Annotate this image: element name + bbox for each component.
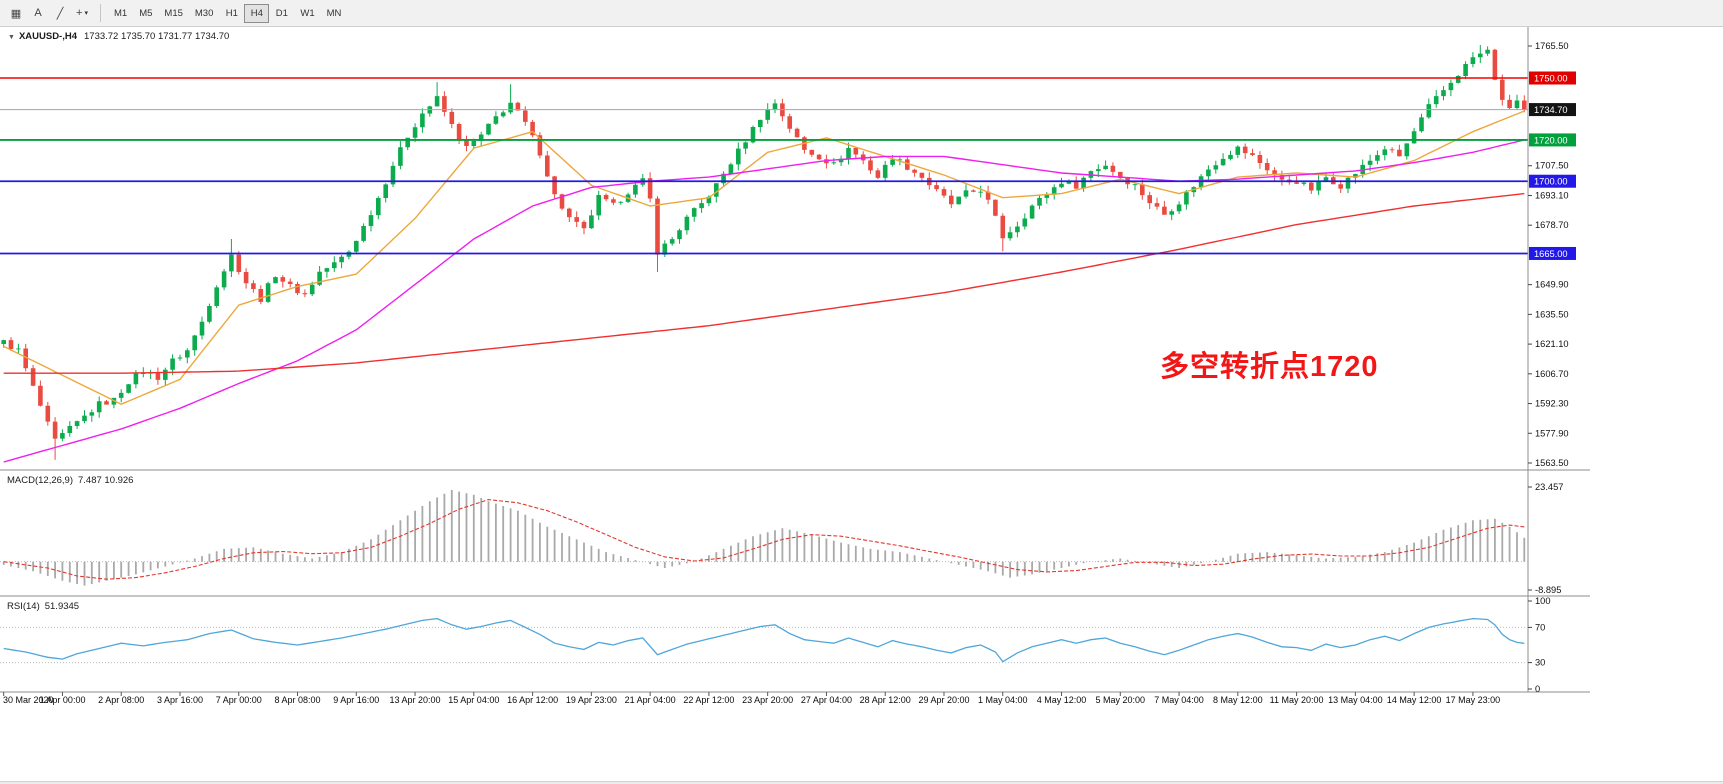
ma-fast-line[interactable] <box>3 110 1525 405</box>
time-label: 28 Apr 12:00 <box>859 695 911 705</box>
timeframe-button-group: M1 M5 M15 M30 H1 H4 D1 W1 MN <box>108 3 347 23</box>
time-label: 13 May 04:00 <box>1328 695 1383 705</box>
rsi-tick-label: 0 <box>1535 684 1540 694</box>
macd-values: 7.487 10.926 <box>78 475 134 486</box>
time-label: 22 Apr 12:00 <box>683 695 735 705</box>
price-badge-label: 1665.00 <box>1534 249 1568 259</box>
time-label: 7 May 04:00 <box>1154 695 1204 705</box>
price-tick-label: 1606.70 <box>1535 369 1569 379</box>
timeframe-button-h1[interactable]: H1 <box>225 7 238 19</box>
price-tick-label: 1678.70 <box>1535 220 1569 230</box>
chart-window-icon-glyph: ▦ <box>10 7 22 20</box>
timeframe-button-m1[interactable]: M1 <box>114 7 128 19</box>
time-label: 11 May 20:00 <box>1269 695 1324 705</box>
price-tick-label: 1577.90 <box>1535 428 1569 438</box>
symbol-timeframe-text: XAUUSD-,H4 <box>18 31 77 42</box>
price-badge-1750.00 <box>1529 71 1576 85</box>
price-tick-label: 1635.50 <box>1535 309 1569 319</box>
price-tick-label: 1649.90 <box>1535 280 1569 290</box>
price-tick-label: 1563.50 <box>1535 458 1569 468</box>
price-badge-1734.70 <box>1529 103 1576 117</box>
price-tick-label: 1592.30 <box>1535 399 1569 409</box>
macd-tick-label: 23.457 <box>1535 482 1563 492</box>
crosshair-tool-icon[interactable]: + ▾ <box>71 3 93 23</box>
time-label: 14 May 12:00 <box>1386 695 1442 705</box>
time-label: 9 Apr 16:00 <box>333 695 380 705</box>
price-badge-1665.00 <box>1529 246 1576 260</box>
timeframe-button-w1[interactable]: W1 <box>300 7 315 19</box>
macd-label: MACD(12,26,9) 7.487 10.926 <box>7 475 133 486</box>
rsi-value: 51.9345 <box>44 601 80 612</box>
ohlc-values: 1733.72 1735.70 1731.77 1734.70 <box>84 31 230 42</box>
price-badge-1700.00 <box>1529 174 1576 188</box>
time-axis[interactable]: 30 Mar 2020 1 Apr 00:00 2 Apr 08:00 3 Apr 1… <box>0 695 1590 710</box>
time-label: 1 Apr 00:00 <box>39 695 86 705</box>
rsi-tick-label: 30 <box>1535 658 1545 668</box>
rsi-label: RSI(14) 51.9345 <box>7 601 79 612</box>
time-label: 27 Apr 04:00 <box>800 695 852 705</box>
window-bottom-edge <box>0 781 1723 784</box>
time-label: 2 Apr 08:00 <box>98 695 145 705</box>
time-label: 5 May 20:00 <box>1095 695 1146 705</box>
chart-window-icon[interactable]: ▦ <box>5 3 27 23</box>
rsi-tick-label: 70 <box>1535 622 1545 632</box>
macd-histogram <box>2 490 1526 586</box>
toolbar-separator <box>100 4 101 22</box>
toolbar: ▦ A ╱ + ▾ M1 M5 M15 M30 H1 H4 D1 W1 MN <box>0 0 1723 27</box>
timeframe-button-d1[interactable]: D1 <box>275 7 288 19</box>
time-label: 23 Apr 20:00 <box>742 695 794 705</box>
rsi-tick-label: 100 <box>1535 596 1551 606</box>
time-label: 13 Apr 20:00 <box>389 695 441 705</box>
time-label: 30 Mar 2020 <box>3 695 54 705</box>
text-label-icon-glyph: A <box>34 7 42 19</box>
time-label: 29 Apr 20:00 <box>918 695 970 705</box>
toolbar-icon-group: ▦ A ╱ + ▾ <box>5 3 93 23</box>
price-tick-label: 1621.10 <box>1535 339 1569 349</box>
timeframe-button-mn[interactable]: MN <box>326 7 342 19</box>
macd-name: MACD(12,26,9) <box>7 475 73 486</box>
crosshair-tool-icon-glyph: + <box>76 7 83 19</box>
time-label: 21 Apr 04:00 <box>624 695 676 705</box>
time-label: 16 Apr 12:00 <box>507 695 559 705</box>
trendline-tool-icon-glyph: ╱ <box>56 7 64 20</box>
rsi-line <box>3 617 1525 663</box>
chart-annotation[interactable]: 多空转折点1720 <box>1160 351 1379 383</box>
ma-medium-line[interactable] <box>3 139 1525 463</box>
time-label: 17 May 23:00 <box>1445 695 1501 705</box>
time-label: 15 Apr 04:00 <box>448 695 500 705</box>
chevron-down-icon[interactable]: ▼ <box>8 34 15 41</box>
time-label: 8 Apr 08:00 <box>274 695 321 705</box>
price-tick-label: 1765.50 <box>1535 41 1569 51</box>
timeframe-button-h4[interactable]: H4 <box>244 3 270 23</box>
time-label: 3 Apr 16:00 <box>156 695 203 705</box>
time-label: 1 May 04:00 <box>977 695 1028 705</box>
rsi-name: RSI(14) <box>7 601 40 612</box>
trendline-tool-icon[interactable]: ╱ <box>49 3 71 23</box>
down-candle-bodies <box>8 49 1527 439</box>
text-label-icon[interactable]: A <box>27 3 49 23</box>
price-badge-label: 1734.70 <box>1534 105 1568 115</box>
macd-tick-label: -8.895 <box>1535 585 1561 595</box>
price-badge-label: 1750.00 <box>1534 73 1568 83</box>
macd-signal-line <box>3 499 1525 580</box>
chevron-down-icon: ▾ <box>84 10 88 17</box>
timeframe-button-m15[interactable]: M15 <box>164 7 183 19</box>
timeframe-button-m30[interactable]: M30 <box>194 7 214 19</box>
time-label: 19 Apr 23:00 <box>565 695 617 705</box>
time-label: 4 May 12:00 <box>1036 695 1087 705</box>
time-label: 8 May 12:00 <box>1213 695 1263 705</box>
chart-symbol-label: ▼ XAUUSD-,H4 1733.72 1735.70 1731.77 1734.… <box>8 31 229 42</box>
chart-canvas[interactable]: 1765.50 1707.50 1693.10 1678.70 1649.90 1635.… <box>0 27 1723 712</box>
price-tick-label: 1693.10 <box>1535 190 1569 200</box>
timeframe-button-m5[interactable]: M5 <box>139 7 153 19</box>
price-badge-label: 1720.00 <box>1534 135 1568 145</box>
price-tick-label: 1707.50 <box>1535 161 1569 171</box>
time-label: 7 Apr 00:00 <box>215 695 262 705</box>
price-badge-label: 1700.00 <box>1534 177 1568 187</box>
price-badge-1720.00 <box>1529 133 1576 147</box>
ma-slow-line[interactable] <box>3 192 1525 374</box>
